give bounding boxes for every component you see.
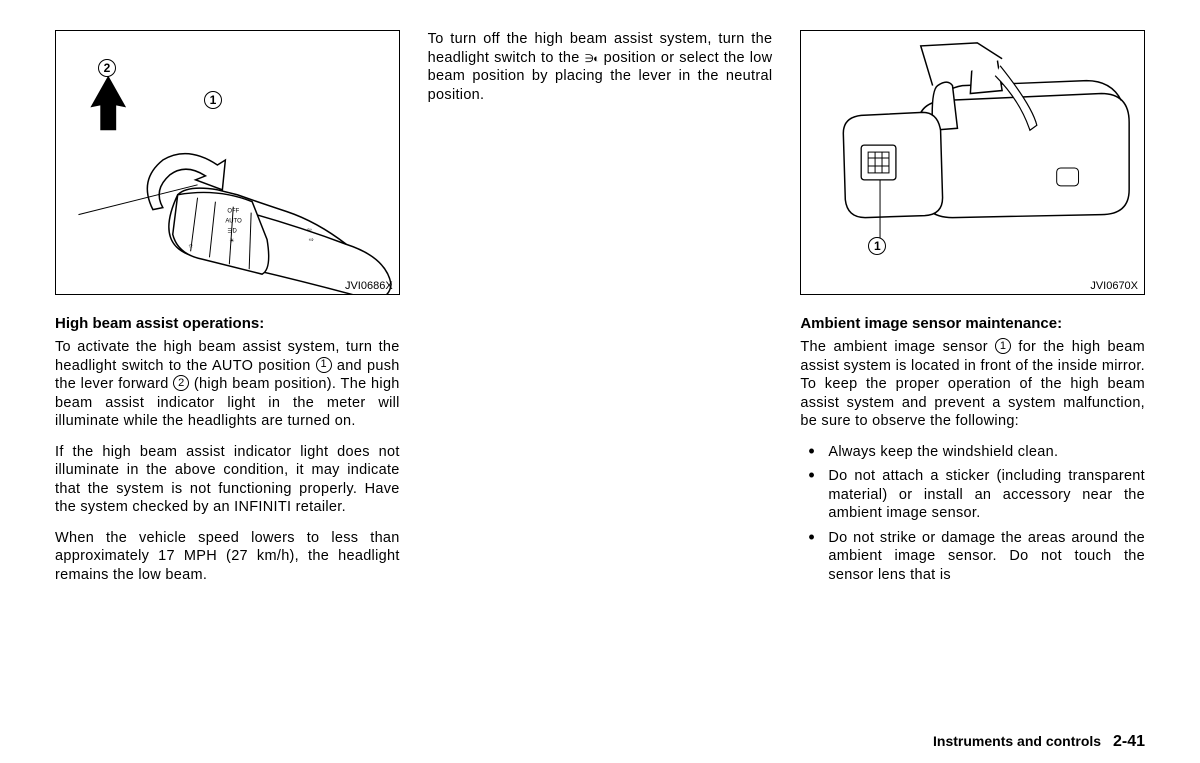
- figure-left-caption: JVI0686X: [345, 280, 393, 292]
- figure-right: 1 JVI0670X: [800, 30, 1145, 295]
- p-sensor-loc: The ambient image sensor 1 for the high …: [800, 338, 1145, 431]
- p-activate: To activate the high beam assist system,…: [55, 338, 400, 431]
- bullet-list: Always keep the windshield clean. Do not…: [800, 443, 1145, 591]
- list-item: Do not attach a sticker (including trans…: [814, 467, 1145, 523]
- svg-text:AUTO: AUTO: [225, 219, 242, 225]
- column-2: To turn off the high beam assist system,…: [428, 30, 773, 720]
- circled-2: 2: [173, 375, 189, 391]
- column-3: 1 JVI0670X Ambient image sensor maintena…: [800, 30, 1145, 720]
- svg-text:☀: ☀: [229, 237, 234, 244]
- c3-span-a: The ambient image sensor: [800, 339, 995, 355]
- svg-text:☼: ☼: [188, 242, 194, 249]
- p-turnoff: To turn off the high beam assist system,…: [428, 30, 773, 104]
- callout-1: 1: [204, 91, 222, 109]
- circled-1-right: 1: [995, 338, 1011, 354]
- callout-2: 2: [98, 59, 116, 77]
- svg-text:OFF: OFF: [227, 209, 239, 215]
- svg-text:⇨: ⇨: [309, 237, 314, 243]
- columns-wrapper: OFF AUTO ∋D ☀ ☼ ⇦ ⇨ 2 1 JVI0686X High be…: [55, 30, 1145, 720]
- heading-hba-operations: High beam assist operations:: [55, 315, 400, 332]
- p-indicator: If the high beam assist indicator light …: [55, 443, 400, 517]
- heading-sensor-maint: Ambient image sensor maintenance:: [800, 315, 1145, 332]
- column-1: OFF AUTO ∋D ☀ ☼ ⇦ ⇨ 2 1 JVI0686X High be…: [55, 30, 400, 720]
- mirror-illustration: [801, 31, 1144, 294]
- figure-left: OFF AUTO ∋D ☀ ☼ ⇦ ⇨ 2 1 JVI0686X: [55, 30, 400, 295]
- list-item: Do not strike or damage the areas around…: [814, 529, 1145, 585]
- p-speed: When the vehicle speed lowers to less th…: [55, 529, 400, 585]
- list-item: Always keep the windshield clean.: [814, 443, 1145, 462]
- circled-1: 1: [316, 357, 332, 373]
- page-footer: Instruments and controls 2-41: [933, 733, 1145, 751]
- headlight-icon: ∋◐: [585, 52, 599, 66]
- footer-section: Instruments and controls: [933, 733, 1101, 749]
- svg-text:∋D: ∋D: [227, 227, 236, 234]
- footer-page-number: 2-41: [1113, 733, 1145, 750]
- svg-text:⇦: ⇦: [307, 227, 312, 233]
- figure-right-caption: JVI0670X: [1090, 280, 1138, 292]
